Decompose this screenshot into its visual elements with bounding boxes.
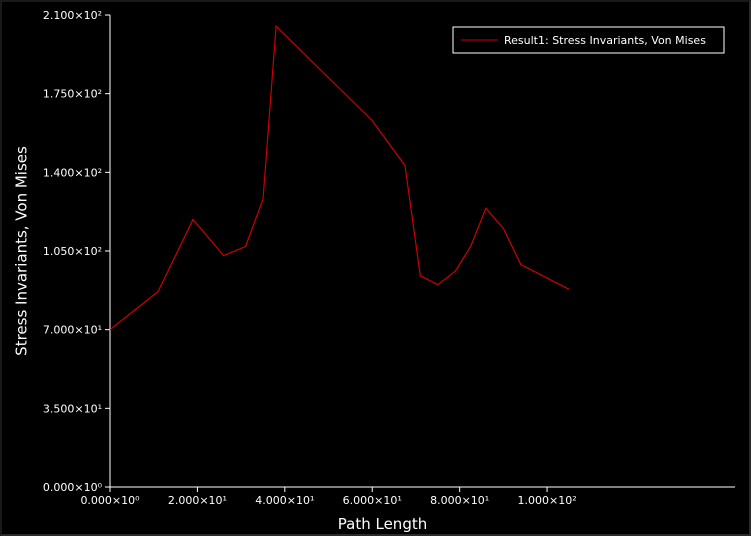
legend-entry: Result1: Stress Invariants, Von Mises [504,34,706,47]
x-tick-label: 6.000×10¹ [343,494,402,507]
x-tick-label: 1.000×10² [518,494,577,507]
x-tick-label: 4.000×10¹ [255,494,314,507]
x-tick-label: 8.000×10¹ [430,494,489,507]
x-tick-label: 0.000×10⁰ [80,494,140,507]
y-tick-label: 1.050×10² [43,245,102,258]
x-axis-label: Path Length [338,515,427,533]
series-line [109,24,570,331]
series-layer [109,24,570,331]
y-tick-label: 2.100×10² [43,9,102,22]
legend: Result1: Stress Invariants, Von Mises [452,26,725,54]
x-tick-label: 2.000×10¹ [168,494,227,507]
legend-box [452,26,725,54]
axes [109,15,735,488]
y-axis-label: Stress Invariants, Von Mises [13,146,31,356]
y-ticks: 0.000×10⁰ 3.500×10¹ 7.000×10¹ 1.050×10² 1.40… [43,9,110,494]
x-ticks: 0.000×10⁰ 2.000×10¹ 4.000×10¹ 6.000×10¹ 8.00… [80,487,577,507]
y-tick-label: 1.750×10² [43,88,102,101]
y-tick-label: 1.400×10² [43,166,102,179]
y-tick-label: 0.000×10⁰ [43,481,103,494]
y-tick-label: 7.000×10¹ [43,324,102,337]
y-tick-label: 3.500×10¹ [43,402,102,415]
